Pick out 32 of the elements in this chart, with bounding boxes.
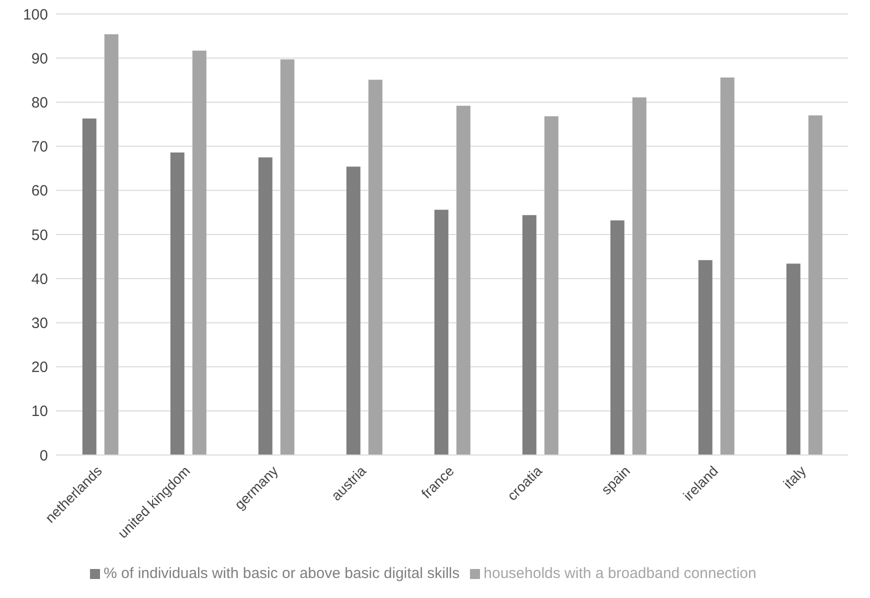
y-tick-label: 30	[31, 315, 48, 332]
bar	[808, 115, 822, 455]
bar	[368, 80, 382, 455]
bar	[104, 34, 118, 455]
y-tick-label: 100	[22, 6, 48, 24]
bar	[786, 264, 800, 455]
y-tick-label: 0	[40, 447, 48, 464]
bar	[720, 78, 734, 455]
bar	[698, 260, 712, 455]
y-tick-label: 10	[31, 403, 48, 420]
bar	[192, 50, 206, 455]
legend-label: households with a broadband connection	[484, 565, 756, 582]
y-tick-label: 20	[31, 359, 48, 376]
bar	[346, 166, 360, 455]
y-tick-label: 80	[31, 94, 48, 112]
bar	[170, 152, 184, 455]
legend-label: % of individuals with basic or above basic digital skills	[104, 565, 460, 582]
y-tick-label: 90	[31, 50, 48, 68]
bar	[610, 220, 624, 455]
bar	[258, 157, 272, 455]
bar	[632, 97, 646, 455]
y-tick-label: 40	[31, 270, 48, 288]
y-tick-label: 60	[31, 182, 48, 200]
bar	[434, 210, 448, 455]
x-tick-label: italy	[780, 462, 809, 492]
bar	[456, 106, 470, 455]
bar	[522, 215, 536, 455]
bar	[280, 59, 294, 455]
y-tick-label: 50	[31, 226, 48, 244]
bar	[82, 118, 96, 455]
y-tick-label: 70	[31, 138, 48, 156]
bar	[544, 116, 558, 455]
